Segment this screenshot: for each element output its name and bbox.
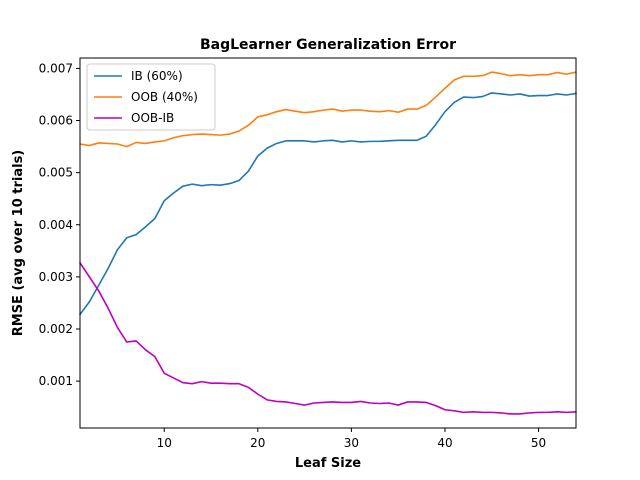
series-line-2: [79, 71, 577, 148]
plot-frame: [79, 57, 577, 429]
series-group: [79, 71, 577, 415]
x-axis-label: Leaf Size: [295, 456, 361, 471]
y-tick-label: 0.003: [39, 270, 73, 284]
y-tick-label: 0.006: [39, 114, 73, 128]
legend-box: [86, 63, 216, 131]
x-tick-label: 10: [157, 436, 172, 450]
legend: IB (60%) OOB (40%) OOB-IB: [86, 63, 216, 131]
series-line-1: [79, 92, 577, 316]
x-tick-label: 50: [531, 436, 546, 450]
y-axis-label: RMSE (avg over 10 trials): [11, 150, 26, 337]
y-tick-label: 0.007: [39, 61, 73, 75]
y-tick-label: 0.002: [39, 322, 73, 336]
x-tick-label: 20: [250, 436, 265, 450]
y-tick-label: 0.005: [39, 166, 73, 180]
chart-title: BagLearner Generalization Error: [200, 37, 456, 53]
y-tick-label: 0.004: [39, 218, 73, 232]
legend-label-1: IB (60%): [131, 69, 183, 83]
x-tick-label: 40: [437, 436, 452, 450]
legend-label-3: OOB-IB: [131, 111, 174, 125]
y-axis: 0.001 0.002 0.003 0.004 0.005 0.006 0.007: [39, 61, 80, 388]
x-axis: 10 20 30 40 50: [157, 428, 546, 450]
legend-label-2: OOB (40%): [131, 90, 198, 104]
series-line-3: [79, 261, 577, 415]
x-tick-label: 30: [344, 436, 359, 450]
y-tick-label: 0.001: [39, 374, 73, 388]
plot-area: [79, 57, 577, 429]
